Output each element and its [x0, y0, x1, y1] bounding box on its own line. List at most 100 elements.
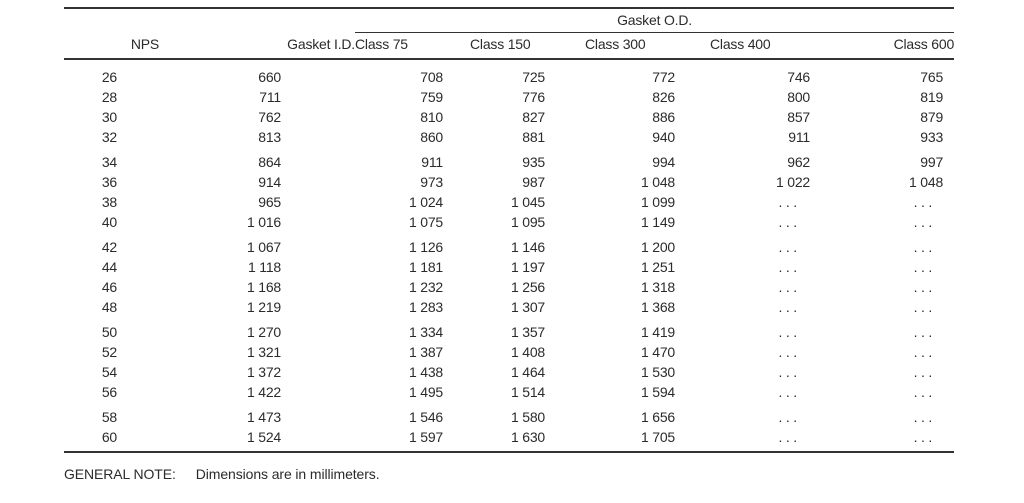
nps-cell: 26 [101, 69, 117, 85]
gasket-id-cell: 1 372 [246, 364, 281, 380]
class-75-cell: 1 597 [408, 429, 443, 445]
gasket-id-cell: 1 168 [246, 279, 281, 295]
nps-cell: 48 [101, 299, 117, 315]
col-header-class-150: Class 150 [470, 32, 585, 60]
class-600-cell: . . . [913, 259, 933, 275]
gasket-id-cell: 864 [258, 154, 281, 170]
class-150-cell: 1 146 [510, 239, 545, 255]
class-400-cell: . . . [778, 239, 798, 255]
class-300-cell: 1 368 [640, 299, 675, 315]
col-header-gasket-id: Gasket I.D. [159, 32, 355, 60]
class-600-cell: 997 [920, 154, 944, 170]
general-note: GENERAL NOTE: Dimensions are in millimete… [64, 466, 1024, 482]
class-600-cell: . . . [913, 384, 933, 400]
class-300-cell: 1 149 [640, 214, 675, 230]
class-400-cell: . . . [778, 429, 798, 445]
spanner-blank-cell [64, 8, 355, 33]
class-300-cell: 772 [652, 69, 675, 85]
class-75-cell: 1 334 [408, 324, 443, 340]
table-row: 30 762 810 827 886 857 879 [64, 107, 954, 127]
class-300-cell: 886 [652, 109, 675, 125]
class-300-cell: 1 656 [640, 409, 675, 425]
class-150-cell: 827 [522, 109, 545, 125]
class-75-cell: 1 283 [408, 299, 443, 315]
class-600-cell: . . . [913, 194, 933, 210]
class-300-cell: 1 530 [640, 364, 675, 380]
gasket-id-cell: 660 [258, 69, 281, 85]
spanner-row: Gasket O.D. [64, 8, 955, 33]
table-row: 60 1 524 1 597 1 630 1 705 . . . . . . [64, 427, 954, 447]
gasket-id-cell: 813 [258, 129, 281, 145]
class-600-cell: 933 [920, 129, 944, 145]
table-row: 46 1 168 1 232 1 256 1 318 . . . . . . [64, 277, 954, 297]
col-header-class-75: Class 75 [355, 32, 470, 60]
class-600-cell: . . . [913, 344, 933, 360]
class-75-cell: 911 [421, 154, 443, 170]
class-300-cell: 1 048 [640, 174, 675, 190]
class-400-cell: . . . [778, 364, 798, 380]
spacer-cell [64, 447, 954, 452]
class-150-cell: 776 [522, 89, 545, 105]
class-400-cell: 857 [787, 109, 810, 125]
spacer-row [64, 59, 954, 67]
table-row: 50 1 270 1 334 1 357 1 419 . . . . . . [64, 322, 954, 342]
class-400-cell: . . . [778, 194, 798, 210]
nps-cell: 42 [101, 239, 117, 255]
class-75-cell: 973 [420, 174, 443, 190]
class-400-cell: . . . [778, 409, 798, 425]
class-400-cell: 911 [788, 129, 810, 145]
class-600-cell: . . . [913, 239, 933, 255]
class-600-cell: . . . [913, 324, 933, 340]
class-75-cell: 1 024 [408, 194, 443, 210]
table-row: 26 660 708 725 772 746 765 [64, 67, 954, 87]
class-150-cell: 881 [522, 129, 545, 145]
class-400-cell: . . . [778, 279, 798, 295]
class-600-cell: . . . [913, 364, 933, 380]
class-400-cell: . . . [778, 214, 798, 230]
class-300-cell: 940 [652, 129, 675, 145]
class-400-cell: . . . [778, 259, 798, 275]
table-row: 34 864 911 935 994 962 997 [64, 152, 954, 172]
class-75-cell: 759 [420, 89, 443, 105]
gasket-id-cell: 1 118 [248, 259, 281, 275]
document-page: Gasket O.D. NPS Gasket I.D. Class 75 Cla… [0, 7, 1024, 503]
gasket-id-cell: 1 524 [246, 429, 281, 445]
spacer-row [64, 447, 954, 452]
nps-cell: 46 [101, 279, 117, 295]
class-75-cell: 1 438 [408, 364, 443, 380]
gasket-id-cell: 1 321 [246, 344, 281, 360]
nps-cell: 58 [101, 409, 117, 425]
class-150-cell: 725 [522, 69, 545, 85]
table-row: 36 914 973 987 1 048 1 022 1 048 [64, 172, 954, 192]
table-row: 38 965 1 024 1 045 1 099 . . . . . . [64, 192, 954, 212]
nps-cell: 32 [101, 129, 117, 145]
class-400-cell: . . . [778, 324, 798, 340]
nps-cell: 54 [101, 364, 117, 380]
gasket-id-cell: 1 270 [246, 324, 281, 340]
nps-cell: 34 [101, 154, 117, 170]
nps-cell: 30 [101, 109, 117, 125]
gasket-id-cell: 1 016 [246, 214, 281, 230]
nps-cell: 60 [101, 429, 117, 445]
table-row: 54 1 372 1 438 1 464 1 530 . . . . . . [64, 362, 954, 382]
gasket-id-cell: 965 [258, 194, 281, 210]
nps-cell: 50 [101, 324, 117, 340]
class-75-cell: 810 [420, 109, 443, 125]
class-75-cell: 1 126 [408, 239, 443, 255]
class-75-cell: 1 495 [408, 384, 443, 400]
class-600-cell: . . . [913, 214, 933, 230]
class-400-cell: 962 [787, 154, 810, 170]
class-600-cell: 765 [920, 69, 944, 85]
table-row: 48 1 219 1 283 1 307 1 368 . . . . . . [64, 297, 954, 317]
class-600-cell: 879 [920, 109, 944, 125]
class-300-cell: 1 594 [640, 384, 675, 400]
class-150-cell: 1 514 [510, 384, 545, 400]
table-row: 44 1 118 1 181 1 197 1 251 . . . . . . [64, 257, 954, 277]
class-400-cell: . . . [778, 384, 798, 400]
class-300-cell: 1 318 [640, 279, 675, 295]
table-row: 28 711 759 776 826 800 819 [64, 87, 954, 107]
table-row: 58 1 473 1 546 1 580 1 656 . . . . . . [64, 407, 954, 427]
table-row: 40 1 016 1 075 1 095 1 149 . . . . . . [64, 212, 954, 232]
class-400-cell: . . . [778, 344, 798, 360]
column-header-row: NPS Gasket I.D. Class 75 Class 150 Class… [64, 32, 955, 60]
